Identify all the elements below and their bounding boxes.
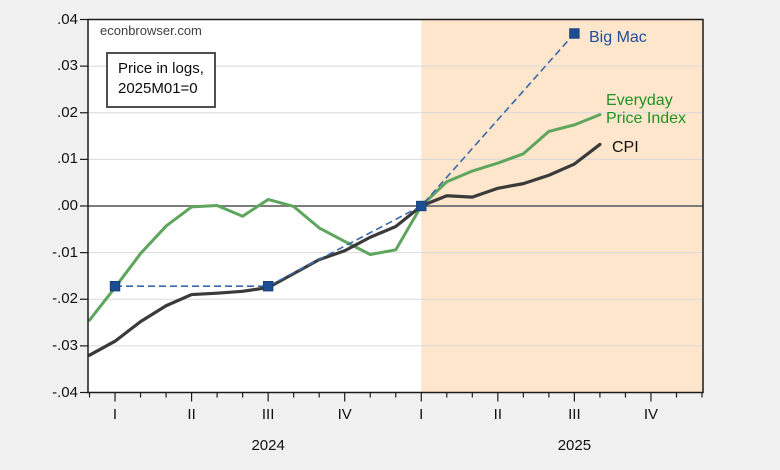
epi-label-line-1: Everyday	[606, 92, 673, 109]
x-quarter-label: III	[261, 406, 275, 423]
x-year-label: 2024	[251, 437, 285, 454]
big-mac-marker	[262, 280, 274, 292]
epi-line	[88, 113, 602, 322]
big-mac-marker	[416, 200, 427, 212]
y-tick-label: -.02	[52, 290, 78, 308]
cpi-line	[87, 142, 602, 357]
y-tick-label: -.01	[52, 243, 78, 261]
big-mac-marker	[569, 28, 580, 39]
y-tick-label: .02	[57, 103, 78, 121]
x-quarter-label: I	[112, 406, 118, 423]
note-line-1: Price in logs,	[118, 60, 204, 77]
everyday-price-index-series-label: Everyday Price Index	[606, 92, 686, 128]
x-quarter-label: III	[568, 406, 581, 423]
y-tick-label: .04	[57, 10, 78, 28]
note-line-2: 2025M01=0	[118, 80, 198, 97]
x-quarter-label: IV	[643, 406, 659, 423]
note-box: Price in logs, 2025M01=0	[106, 52, 216, 108]
y-tick-label: .00	[57, 197, 78, 214]
x-year-label: 2025	[557, 437, 592, 454]
big-mac-series-label: Big Mac	[589, 29, 647, 46]
y-tick-label: -.04	[52, 383, 78, 401]
x-quarter-label: II	[187, 406, 196, 423]
x-quarter-label: IV	[337, 406, 352, 423]
epi-label-line-2: Price Index	[606, 110, 687, 127]
x-quarter-label: II	[493, 406, 502, 423]
watermark-text: econbrowser.com	[100, 23, 202, 38]
y-tick-label: -.03	[52, 336, 78, 354]
big-mac-marker	[109, 280, 121, 292]
y-tick-label: .01	[57, 150, 78, 168]
x-quarter-label: I	[419, 406, 424, 423]
big-mac-dashed-line	[115, 32, 575, 287]
y-tick-label: .03	[57, 57, 78, 75]
cpi-series-label: CPI	[612, 139, 639, 156]
